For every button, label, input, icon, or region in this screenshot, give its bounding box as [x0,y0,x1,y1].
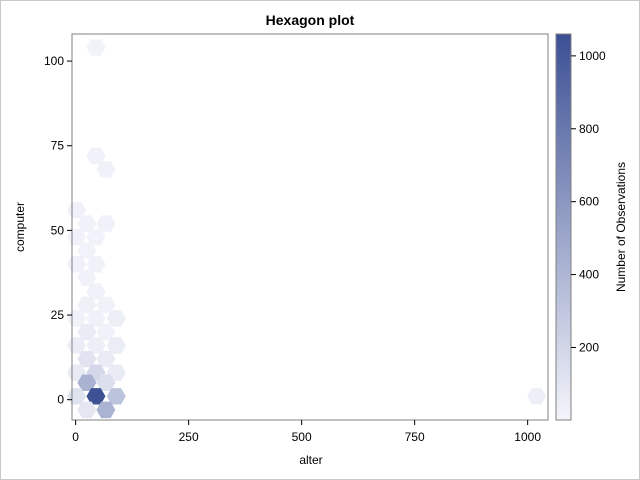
hexbin-cell [86,147,106,165]
hexbin-cell [86,228,106,246]
hexbin-cell [527,388,547,405]
x-axis: 0 250 500 750 1000 [72,420,541,444]
hexbin-cell [86,256,106,273]
colorbar-tick-label: 800 [579,122,599,136]
hexbin-cell [77,374,97,391]
y-tick-label: 25 [51,308,65,322]
x-tick-label: 1000 [514,430,541,444]
y-tick-label: 50 [51,223,65,237]
x-tick-label: 250 [179,430,199,444]
y-axis: 0 25 50 75 100 [44,54,72,407]
hexbin-cell [96,215,116,232]
colorbar-tick-label: 200 [579,340,599,354]
hexbin-cell [96,374,116,391]
hexbin-cell [106,310,126,327]
y-tick-label: 100 [44,54,64,68]
hexbin-cell [77,401,97,419]
hexbin-cell [96,350,116,368]
y-tick-label: 75 [51,139,65,153]
colorbar [555,33,572,421]
plot-area [71,33,549,421]
hexbin-cell [86,39,106,56]
hexbin-cell [106,388,126,405]
hexbin-cell [77,269,97,287]
x-axis-label: alter [299,453,322,467]
hexbin-cell [86,388,106,405]
hexbin-cell [77,350,97,368]
x-tick-label: 0 [72,430,79,444]
hexbin-cell [96,296,116,314]
hexbin-cell [77,215,97,232]
hexbin-cell [96,161,116,178]
hexbin-cell [106,337,126,354]
hexbin-cell [86,337,106,354]
hexbin-cell [77,242,97,259]
y-tick-label: 0 [57,393,64,407]
hexbin-cell [96,401,116,419]
hexbin-cell [77,323,97,341]
colorbar-tick-label: 1000 [579,49,606,63]
x-tick-label: 500 [292,430,312,444]
hexbin-cell [96,323,116,341]
hexbin-cell [86,310,106,327]
colorbar-tick-label: 400 [579,268,599,282]
chart-title: Hexagon plot [266,12,355,28]
colorbar-label: Number of Observations [614,162,628,292]
hexbin-layer [67,39,547,419]
y-axis-label: computer [13,202,27,252]
x-tick-label: 750 [405,430,425,444]
hexbin-cell [86,283,106,300]
colorbar-axis: 200 400 600 800 1000 [571,49,606,354]
colorbar-tick-label: 600 [579,195,599,209]
hexbin-cell [77,296,97,314]
